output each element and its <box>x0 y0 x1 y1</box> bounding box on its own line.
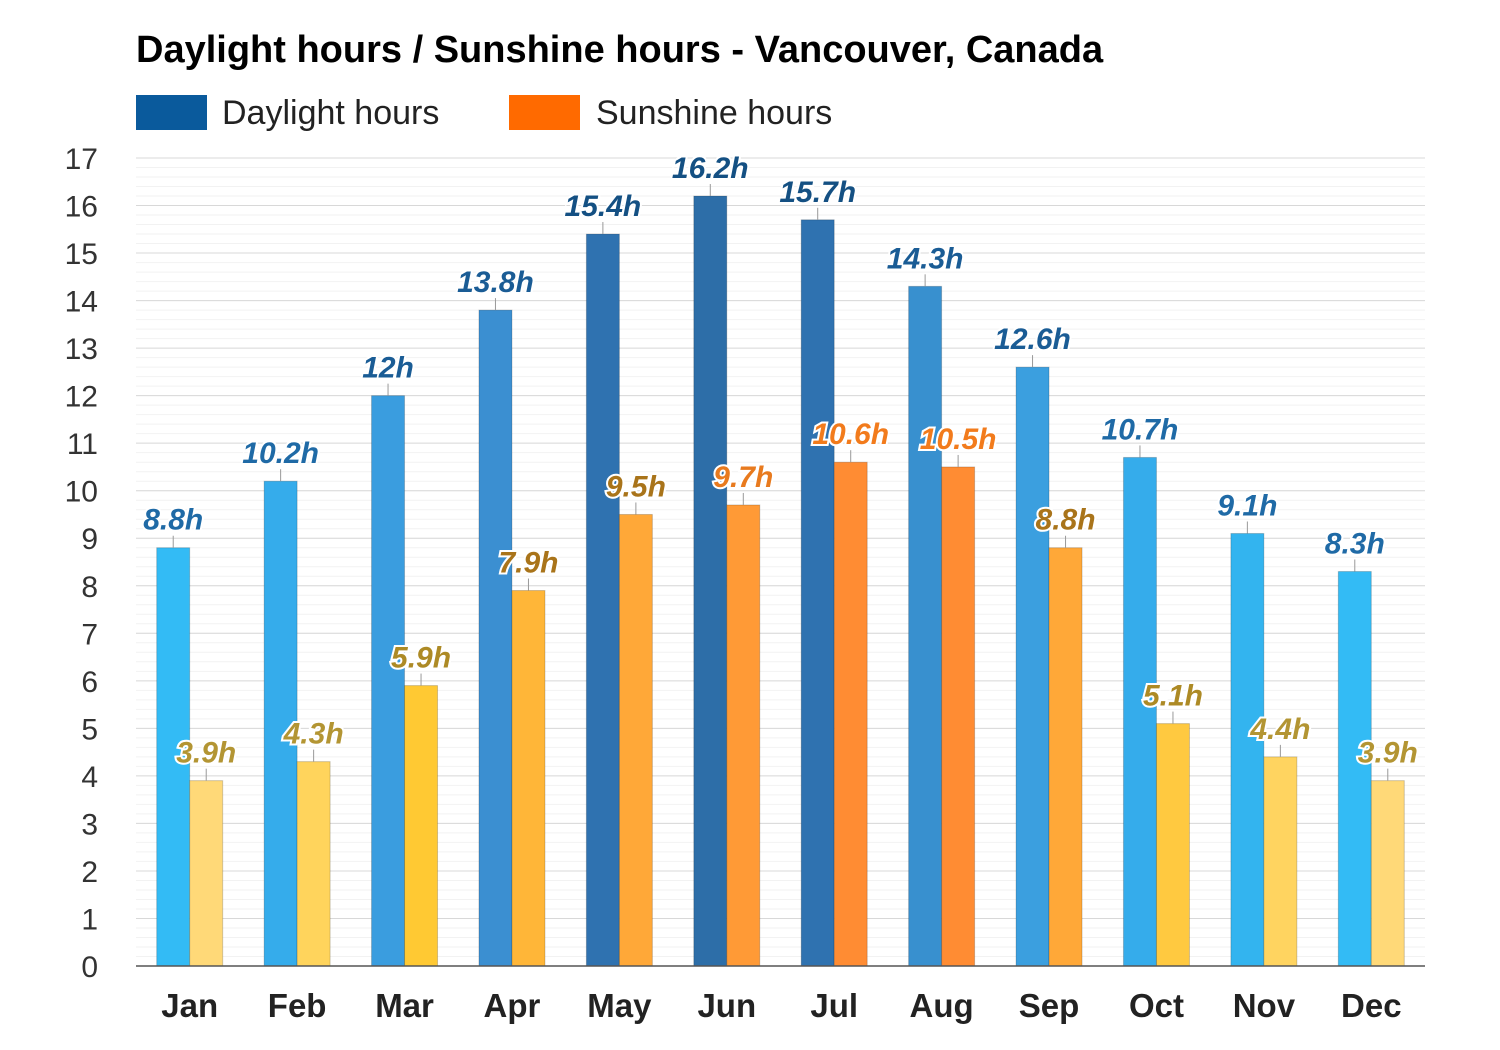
x-tick-label: Oct <box>1129 987 1184 1024</box>
x-axis: Jan Feb Mar Apr May Jun Jul Aug Sep Oct Nov Dec <box>161 987 1401 1024</box>
data-label-sunshine: 3.9h <box>176 737 236 770</box>
y-tick-label: 16 <box>65 191 98 224</box>
data-label-sunshine: 4.4h <box>1249 713 1310 746</box>
grid-lines <box>136 157 1425 967</box>
data-label-daylight: 15.4h <box>565 190 642 223</box>
data-label-daylight: 10.7h <box>1102 413 1179 446</box>
data-label-daylight: 8.3h <box>1325 528 1385 561</box>
x-tick-label: Jul <box>810 987 858 1024</box>
bars <box>156 195 1405 967</box>
bar-daylight <box>1230 532 1265 967</box>
bar-daylight <box>371 395 406 967</box>
data-label-sunshine: 5.1h <box>1143 680 1203 713</box>
data-label-sunshine: 10.6h <box>812 418 889 451</box>
y-tick-label: 0 <box>81 951 98 984</box>
y-tick-label: 14 <box>65 286 98 319</box>
y-tick-label: 10 <box>65 476 98 509</box>
y-tick-label: 5 <box>81 713 98 746</box>
bar-sunshine <box>618 513 653 967</box>
bar-daylight <box>1122 456 1157 967</box>
bar-sunshine <box>296 761 331 967</box>
bar-sunshine <box>189 780 224 967</box>
x-tick-label: Jun <box>697 987 756 1024</box>
chart-title: Daylight hours / Sunshine hours - Vancou… <box>136 29 1104 71</box>
legend-swatch-sunshine <box>509 95 580 130</box>
data-label-sunshine: 8.8h <box>1036 504 1096 537</box>
data-labels: 8.8h 3.9h 10.2h 4.3h 12h 5.9h 13.8h 7.9h 15.4h 9.… <box>141 150 1420 781</box>
data-label-sunshine: 10.5h <box>920 423 997 456</box>
bar-daylight <box>908 285 943 967</box>
data-label-daylight: 12.6h <box>994 323 1071 356</box>
x-tick-label: Mar <box>375 987 434 1024</box>
legend-label-daylight: Daylight hours <box>222 94 439 132</box>
y-tick-label: 3 <box>81 808 98 841</box>
bar-sunshine <box>941 466 976 967</box>
x-tick-label: Dec <box>1341 987 1402 1024</box>
bar-sunshine <box>1263 756 1298 967</box>
data-label-sunshine: 7.9h <box>498 547 558 580</box>
data-label-sunshine: 9.7h <box>713 461 773 494</box>
bar-daylight <box>263 480 298 967</box>
data-label-daylight: 14.3h <box>887 242 964 275</box>
y-tick-label: 15 <box>65 238 98 271</box>
x-tick-label: Jan <box>161 987 218 1024</box>
y-tick-label: 6 <box>81 666 98 699</box>
bar-daylight <box>156 547 191 967</box>
bar-daylight <box>478 309 513 967</box>
bar-daylight <box>800 219 835 967</box>
bar-sunshine <box>1155 723 1190 967</box>
bar-sunshine <box>511 590 546 967</box>
bar-sunshine <box>404 685 439 967</box>
y-tick-label: 7 <box>81 618 98 651</box>
y-tick-label: 8 <box>81 571 98 604</box>
x-tick-label: Nov <box>1233 987 1296 1024</box>
bar-sunshine <box>833 461 868 967</box>
data-label-sunshine: 3.9h <box>1358 737 1418 770</box>
data-label-daylight: 13.8h <box>457 266 534 299</box>
data-label-daylight: 8.8h <box>143 504 203 537</box>
data-label-sunshine: 4.3h <box>283 718 344 751</box>
data-label-sunshine: 5.9h <box>391 642 451 675</box>
bar-daylight <box>693 195 728 967</box>
data-label-daylight: 12h <box>362 352 414 385</box>
y-tick-label: 1 <box>81 903 98 936</box>
legend-swatch-daylight <box>136 95 207 130</box>
y-tick-label: 13 <box>65 333 98 366</box>
bar-daylight <box>1015 366 1050 967</box>
data-label-daylight: 16.2h <box>672 152 749 185</box>
y-tick-label: 2 <box>81 856 98 889</box>
bar-sunshine <box>726 504 761 967</box>
y-tick-label: 11 <box>67 428 98 461</box>
legend-label-sunshine: Sunshine hours <box>596 94 832 132</box>
x-tick-label: Aug <box>910 987 974 1024</box>
bar-sunshine <box>1048 547 1083 967</box>
x-tick-label: Apr <box>484 987 541 1024</box>
x-tick-label: Sep <box>1019 987 1080 1024</box>
x-tick-label: Feb <box>268 987 327 1024</box>
data-label-sunshine: 9.5h <box>606 470 666 503</box>
bar-daylight <box>585 233 620 967</box>
legend: Daylight hours Sunshine hours <box>136 94 832 132</box>
bar-daylight <box>1337 571 1372 967</box>
y-tick-label: 9 <box>81 523 98 556</box>
data-label-daylight: 15.7h <box>779 176 856 209</box>
data-label-daylight: 9.1h <box>1217 489 1277 522</box>
data-label-daylight: 10.2h <box>242 437 319 470</box>
x-tick-label: May <box>587 987 652 1024</box>
y-tick-label: 4 <box>81 761 98 794</box>
y-tick-label: 17 <box>65 143 98 176</box>
y-tick-label: 12 <box>65 381 98 414</box>
bar-sunshine <box>1370 780 1405 967</box>
